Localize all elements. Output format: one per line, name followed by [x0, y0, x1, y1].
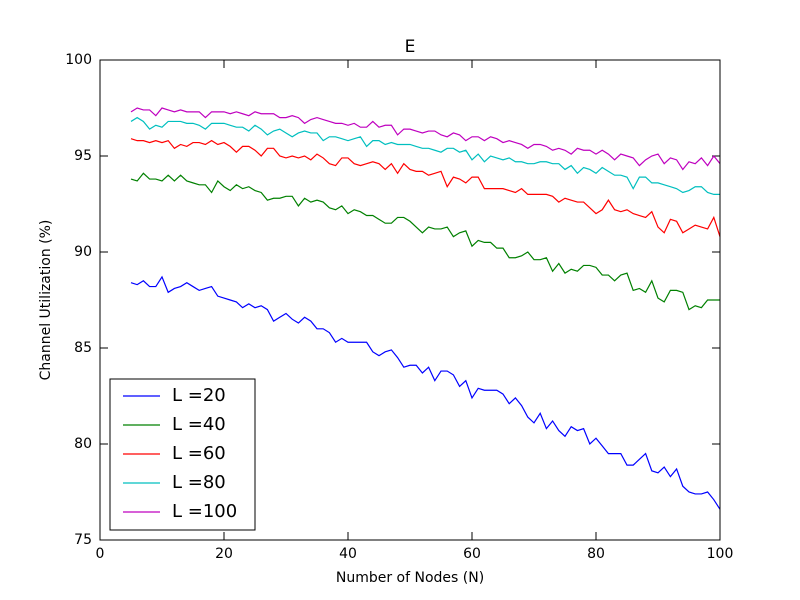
x-axis-label: Number of Nodes (N)	[336, 570, 484, 586]
legend-label: L =40	[172, 414, 226, 435]
series-line	[130, 116, 720, 195]
legend-label: L =20	[172, 385, 226, 406]
y-tick-label: 80	[74, 436, 92, 452]
legend-label: L =60	[172, 443, 226, 464]
y-tick-label: 75	[74, 532, 92, 548]
plot-frame	[99, 59, 721, 541]
x-tick-label: 100	[707, 546, 734, 562]
x-tick-label: 80	[587, 546, 605, 562]
series-line	[130, 275, 721, 510]
y-axis-label: Channel Utilization (%)	[38, 220, 54, 381]
y-tick-label: 100	[65, 52, 92, 68]
x-tick-label: 0	[96, 546, 105, 562]
legend-label: L =80	[172, 472, 226, 493]
legend-box	[109, 378, 256, 531]
x-tick-label: 60	[463, 546, 481, 562]
series-line	[130, 138, 721, 237]
x-tick-label: 20	[215, 546, 233, 562]
y-tick-label: 95	[74, 148, 92, 164]
series-line	[130, 107, 721, 171]
series-line	[130, 172, 720, 311]
y-tick-label: 85	[74, 340, 92, 356]
x-tick-label: 40	[339, 546, 357, 562]
chart-title: E	[405, 37, 416, 57]
legend-label: L =100	[172, 501, 237, 522]
y-tick-label: 90	[74, 244, 92, 260]
